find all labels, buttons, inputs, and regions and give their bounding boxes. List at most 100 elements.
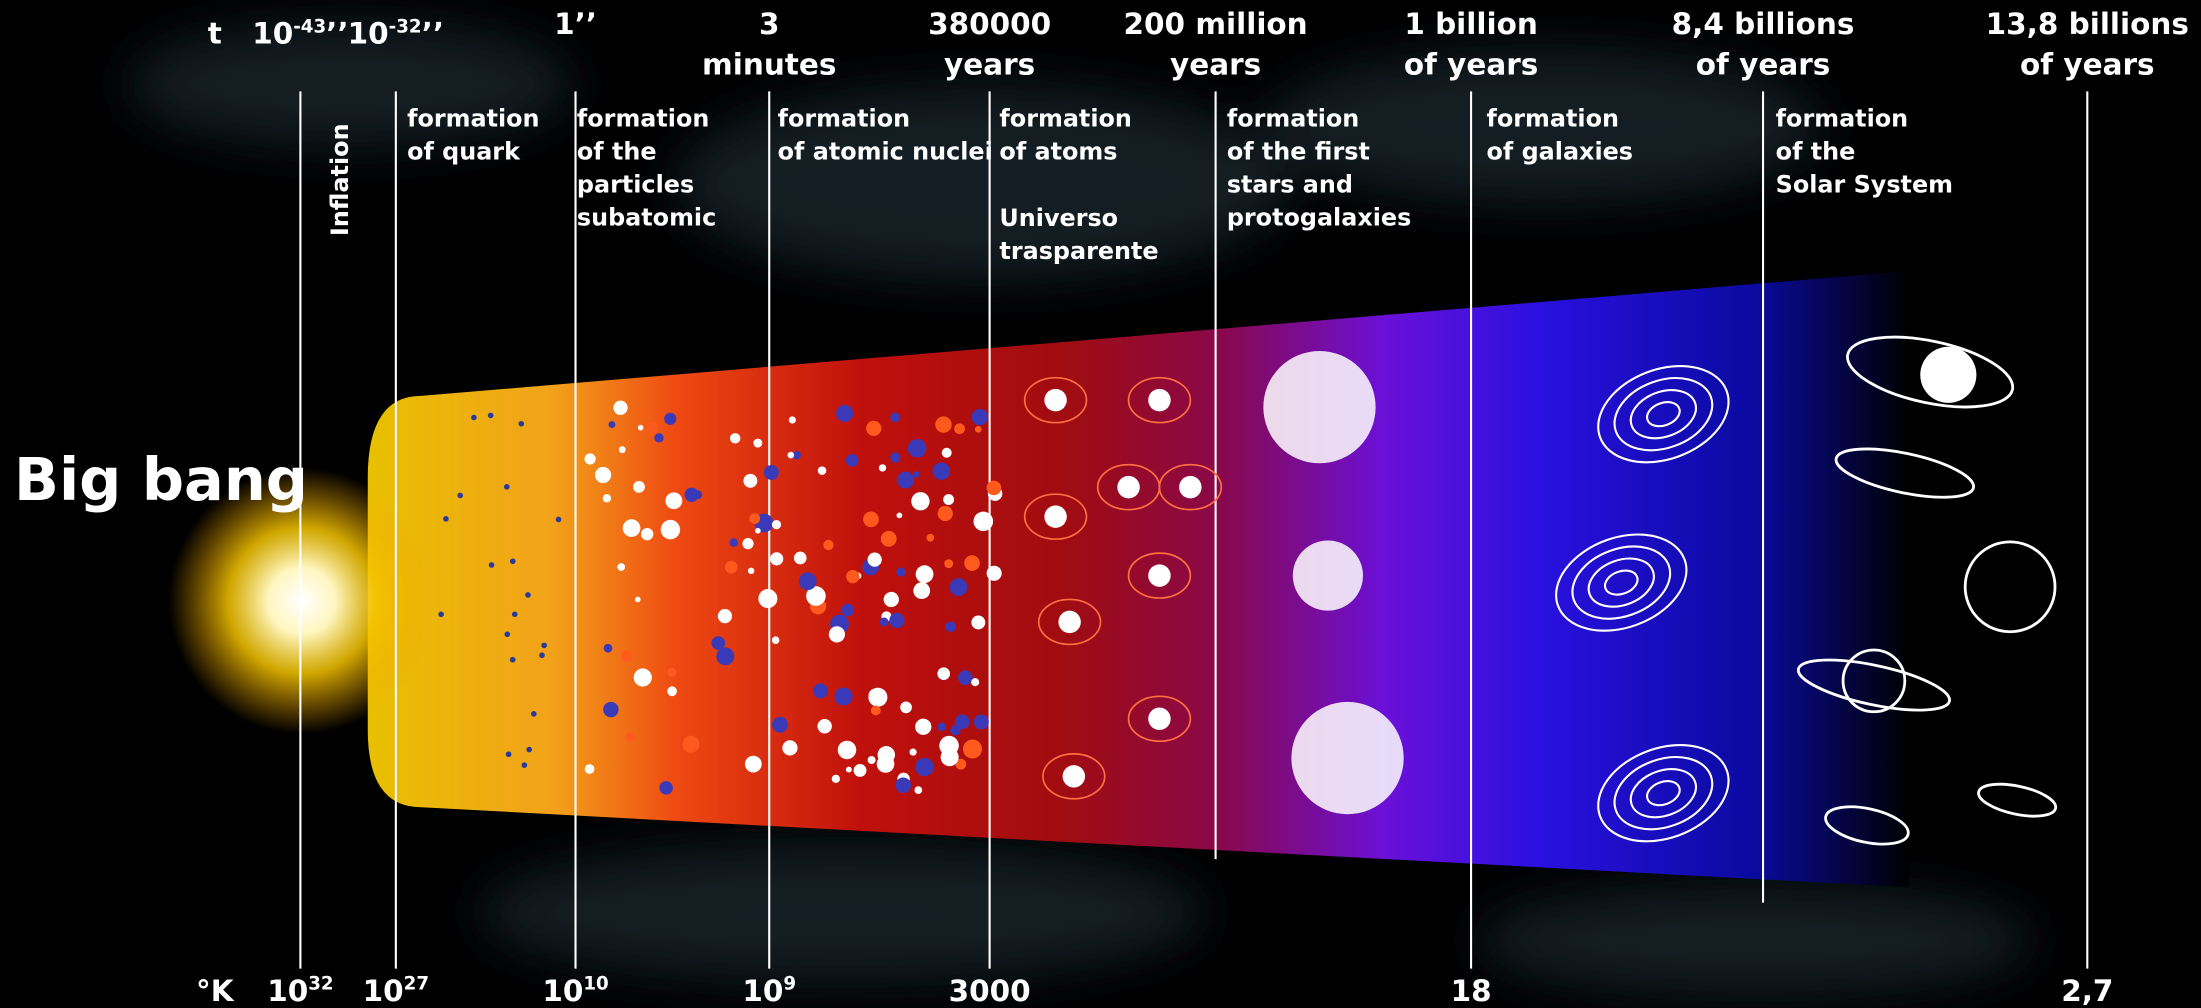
quark (541, 642, 547, 649)
galaxy-arm (1571, 545, 1672, 620)
particle (684, 487, 699, 502)
particle (743, 473, 758, 488)
particle (729, 538, 738, 547)
stage-label: particles (577, 170, 694, 198)
particle (584, 764, 595, 774)
stage-label: of quark (407, 137, 521, 165)
particle (711, 636, 726, 650)
particle (729, 433, 741, 444)
particle (837, 740, 857, 760)
particle (863, 511, 879, 528)
particle (717, 608, 733, 624)
particle (770, 552, 784, 566)
particle (633, 668, 652, 687)
time-label: 200 million (1124, 7, 1308, 41)
particle (943, 494, 955, 506)
particle (823, 539, 834, 551)
particle (955, 758, 967, 770)
particle (836, 404, 854, 422)
quark (509, 656, 516, 663)
quark (509, 558, 516, 565)
particle (782, 740, 798, 756)
particle (788, 416, 796, 424)
particle (817, 719, 832, 734)
temperature: 1027 (363, 974, 429, 1008)
particle (640, 527, 654, 541)
stage-label: subatomic (577, 203, 716, 231)
exponent: 32 (308, 974, 333, 995)
particle (911, 492, 930, 511)
stage-label: formation (577, 104, 709, 132)
particle (846, 569, 860, 584)
particle (935, 416, 952, 433)
planet-icon (1841, 648, 1907, 714)
time-label: years (1170, 47, 1261, 81)
particle (895, 777, 912, 794)
time-label: years (944, 47, 1035, 81)
exponent: 10 (583, 974, 608, 995)
particle (926, 533, 935, 542)
particle (634, 596, 641, 603)
base: 10 (348, 17, 389, 51)
earth-icon (1963, 540, 2057, 634)
particle (986, 565, 1002, 581)
particle (667, 686, 677, 697)
particle (817, 466, 827, 475)
particle (618, 446, 626, 454)
planet-ring (1824, 805, 1910, 846)
time-label: 1 billion (1404, 7, 1538, 41)
atom-orbit (1037, 598, 1102, 646)
particle (621, 650, 633, 663)
stage-label: protogalaxies (1227, 203, 1411, 231)
particle (665, 492, 683, 510)
time-label: 1’’ (554, 7, 597, 41)
particle (792, 450, 801, 460)
base: 10 (742, 974, 783, 1008)
time-symbol: t (208, 17, 222, 51)
particle (755, 527, 761, 534)
temperature: 1010 (542, 974, 608, 1008)
particle (758, 589, 778, 609)
particle (932, 462, 951, 480)
temperature: 18 (1451, 974, 1492, 1008)
particle (771, 636, 780, 644)
time-label: of years (1404, 47, 1538, 81)
atom-orbit (1023, 493, 1088, 540)
quark (504, 631, 511, 638)
particle (880, 530, 897, 547)
particle (617, 563, 626, 571)
suffix: ’’ (422, 17, 444, 51)
galaxy-arm (1629, 768, 1698, 819)
quark (487, 412, 494, 419)
galaxy-arm (1597, 744, 1730, 843)
particles (438, 335, 2058, 846)
particle (944, 559, 954, 569)
big-bang-glow (168, 467, 436, 735)
base: 10 (252, 17, 293, 51)
particle (813, 683, 829, 699)
atom-orbit (1042, 753, 1106, 800)
atom-orbit (1023, 376, 1088, 424)
atom-core (1179, 475, 1202, 499)
planet-ring (1834, 447, 1975, 499)
atom-orbit (1127, 376, 1192, 424)
particle (654, 433, 664, 443)
quark (488, 562, 495, 568)
base: 10 (363, 974, 404, 1008)
exponent: 9 (783, 974, 796, 995)
particle (867, 552, 882, 567)
particle (900, 701, 912, 714)
particle (954, 714, 970, 729)
time-label: 8,4 billions (1672, 7, 1855, 41)
particle (868, 688, 883, 703)
particle (637, 424, 644, 431)
quark (503, 484, 510, 490)
particle (889, 612, 905, 629)
atom-core (1044, 505, 1067, 528)
stage-label: formation (778, 104, 910, 132)
sky (126, 21, 2036, 997)
particle (584, 453, 596, 465)
time-label: of years (1696, 47, 1830, 81)
